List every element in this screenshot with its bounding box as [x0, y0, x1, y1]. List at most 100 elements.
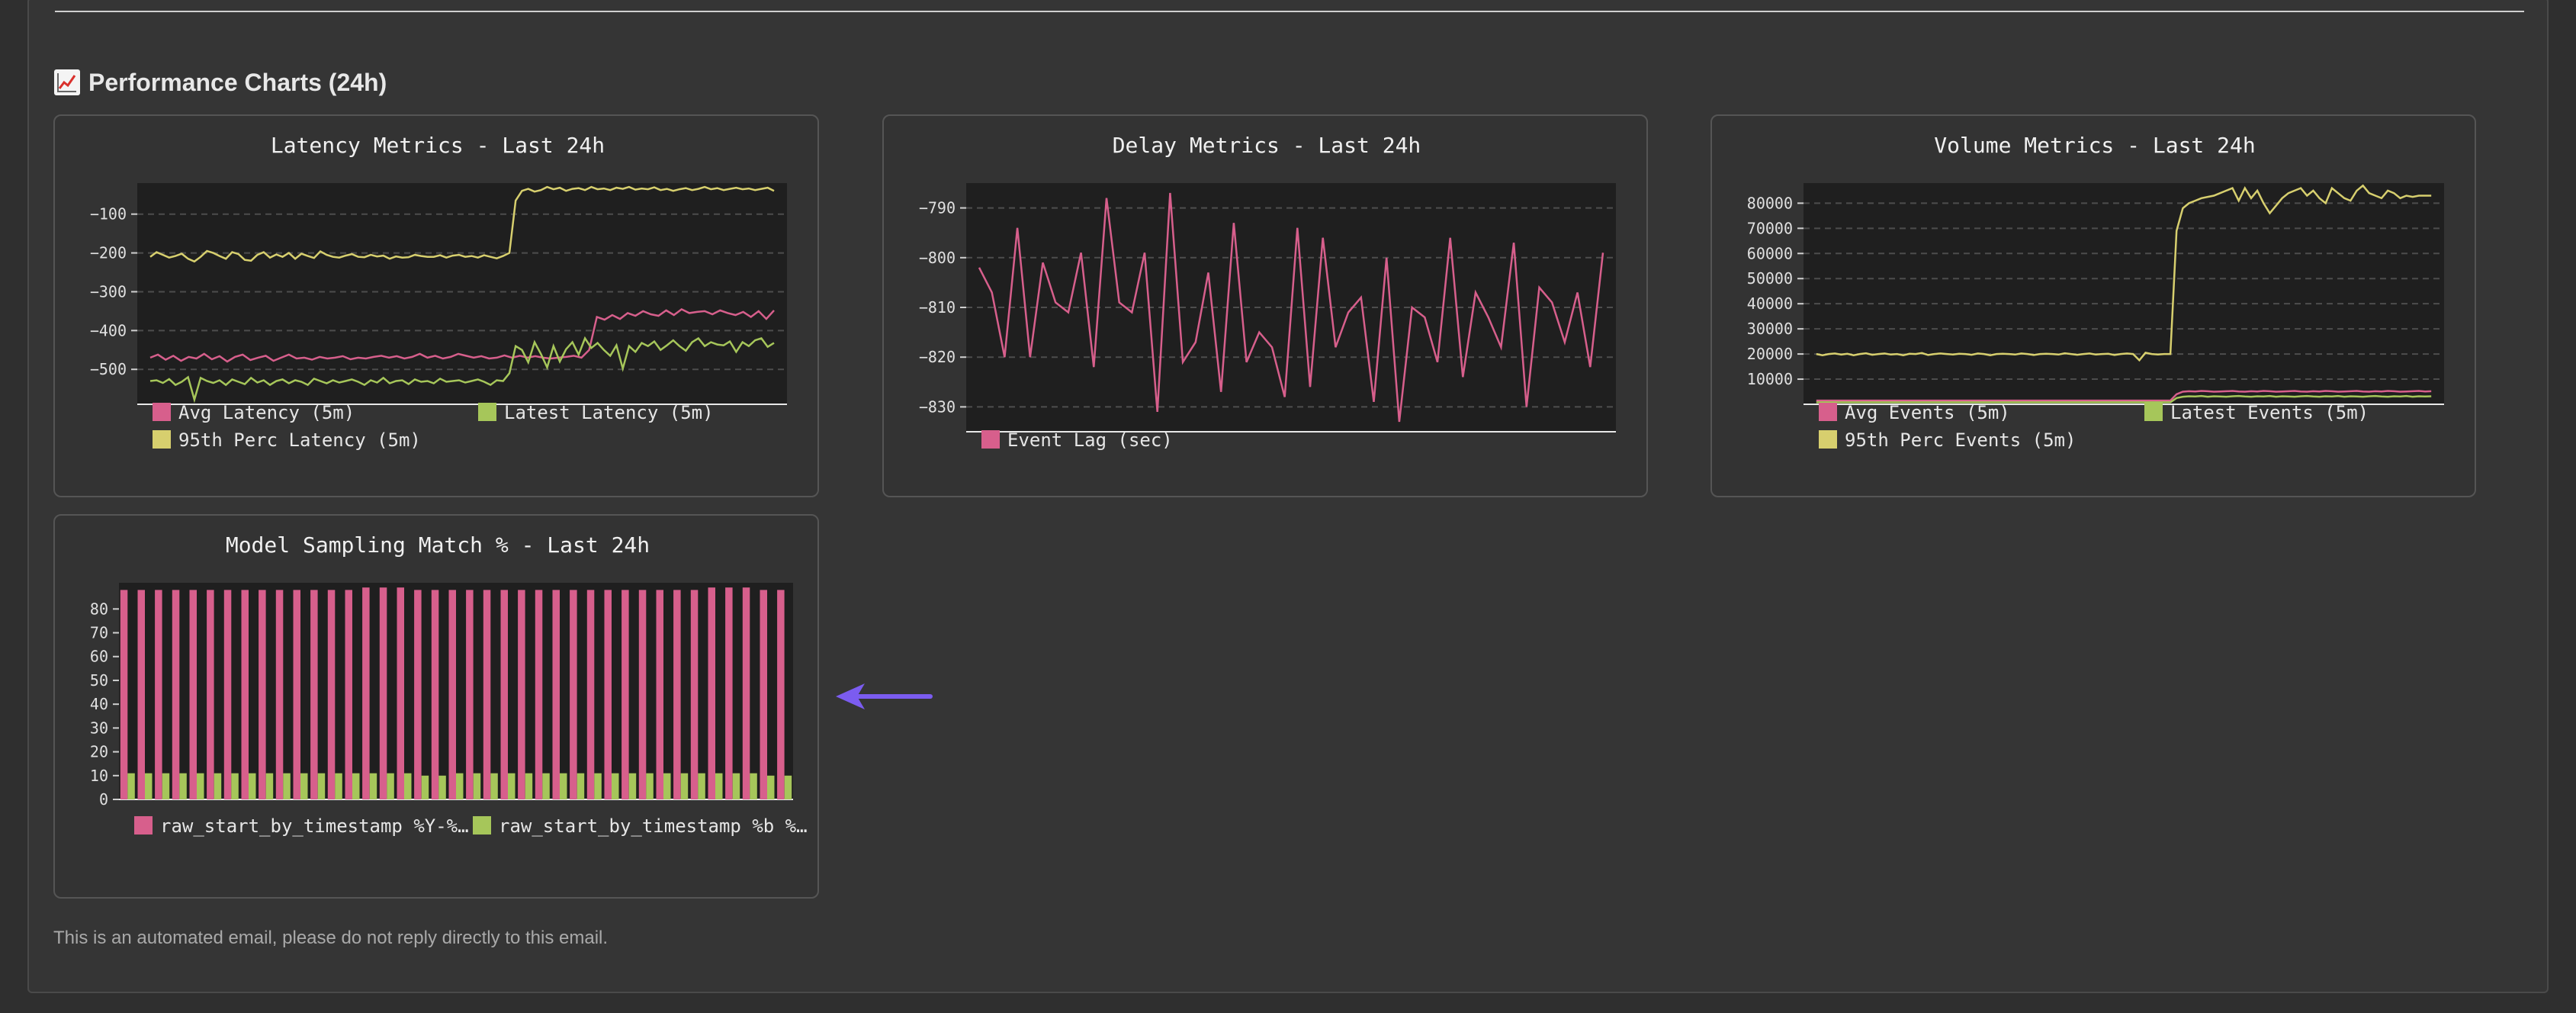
bar-1-26 [577, 773, 585, 799]
bar-0-26 [570, 590, 577, 799]
footer-note: This is an automated email, please do no… [53, 928, 609, 948]
bar-1-28 [612, 773, 619, 799]
latency-chart: Latency Metrics - Last 24h −100 −200 −300 −… [90, 133, 787, 451]
series-line-0 [978, 192, 1604, 423]
bar-1-22 [508, 773, 516, 799]
y-tick-label: 60000 [1747, 244, 1793, 262]
legend-swatch [981, 430, 1000, 449]
legend-item-2: 95th Perc Latency (5m) [153, 429, 421, 451]
legend-label: raw_start_by_timestamp %b %… [499, 815, 808, 837]
bar-1-12 [335, 773, 342, 799]
legend-item-0: Avg Events (5m) [1819, 402, 2010, 423]
volume-chart-card: Volume Metrics - Last 24h 10000 20000 3000… [1710, 114, 2476, 497]
legend-label: 95th Perc Latency (5m) [178, 429, 421, 451]
bar-0-6 [223, 590, 232, 799]
y-tick-label: 20000 [1747, 345, 1793, 363]
bar-1-31 [663, 773, 671, 799]
bar-0-1 [137, 590, 145, 799]
legend-label: 95th Perc Events (5m) [1845, 429, 2076, 451]
y-tick-label: 10000 [1747, 370, 1793, 388]
y-tick-label: 60 [90, 648, 108, 666]
bar-0-33 [690, 590, 699, 799]
bar-1-37 [767, 775, 775, 799]
series-line-0 [1816, 390, 2432, 402]
y-tick-label: 50 [90, 671, 108, 690]
bar-0-34 [708, 587, 715, 799]
bar-0-9 [275, 590, 284, 799]
bar-0-23 [518, 590, 525, 799]
chart-increasing-icon [54, 69, 80, 95]
bar-1-3 [179, 773, 187, 799]
y-tick-label: 70 [90, 624, 108, 642]
y-tick-label: −100 [90, 205, 127, 224]
bar-0-28 [604, 590, 612, 799]
bar-1-1 [145, 773, 153, 799]
legend-swatch [1819, 403, 1837, 421]
bar-0-12 [327, 590, 336, 799]
chart-title: Delay Metrics - Last 24h [1113, 133, 1421, 158]
series-line-1 [1816, 394, 2432, 404]
bar-1-6 [231, 773, 239, 799]
bar-1-33 [698, 773, 705, 799]
volume-chart: Volume Metrics - Last 24h 10000 20000 3000… [1747, 133, 2444, 451]
section-title-text: Performance Charts (24h) [88, 68, 387, 96]
y-tick-label: 0 [99, 790, 108, 809]
y-tick-label: 80000 [1747, 194, 1793, 212]
bar-0-2 [155, 590, 162, 799]
bar-1-35 [732, 773, 740, 799]
y-tick-label: −830 [919, 397, 956, 416]
bar-1-8 [265, 773, 274, 799]
legend-item-1: Latest Latency (5m) [478, 402, 714, 423]
series-line-2 [1816, 184, 2432, 362]
sampling-chart: Model Sampling Match % - Last 24h 0 10 20 3… [90, 532, 808, 837]
bar-0-36 [742, 587, 750, 799]
bar-0-10 [293, 590, 300, 799]
y-tick-label: −400 [90, 321, 127, 339]
legend-swatch [473, 816, 491, 835]
bar-0-24 [535, 590, 543, 799]
series-line-1 [149, 336, 775, 404]
chart-title: Volume Metrics - Last 24h [1934, 133, 2255, 158]
bar-0-15 [379, 587, 387, 799]
bar-1-9 [283, 773, 291, 799]
bar-1-25 [560, 773, 567, 799]
legend-item-1: Latest Events (5m) [2144, 402, 2369, 423]
series-line-0 [149, 307, 775, 363]
plot-area [1804, 183, 2444, 404]
y-tick-label: 30000 [1747, 320, 1793, 338]
legend-label: Avg Latency (5m) [178, 402, 355, 423]
y-tick-label: −810 [919, 298, 956, 317]
legend-label: Event Lag (sec) [1007, 429, 1173, 451]
pointer-arrow-icon [836, 683, 933, 709]
bar-1-13 [352, 773, 360, 799]
bar-0-20 [466, 590, 474, 799]
sampling-chart-card: Model Sampling Match % - Last 24h 0 10 20 3… [53, 514, 819, 899]
bar-1-24 [542, 773, 550, 799]
legend-label: raw_start_by_timestamp %Y-%… [160, 815, 469, 837]
bar-0-37 [760, 590, 767, 799]
bar-1-20 [473, 773, 481, 799]
bar-0-27 [586, 590, 595, 799]
y-tick-label: 30 [90, 719, 108, 737]
bar-1-36 [750, 773, 757, 799]
divider [55, 11, 2524, 12]
legend-item-0: Avg Latency (5m) [153, 402, 355, 423]
legend-item-1: raw_start_by_timestamp %b %… [473, 815, 808, 837]
bar-1-34 [715, 773, 723, 799]
bar-1-29 [628, 773, 637, 799]
bar-0-31 [656, 590, 663, 799]
bar-0-19 [448, 590, 456, 799]
bar-0-29 [622, 590, 629, 799]
bar-0-7 [241, 590, 249, 799]
delay-chart: Delay Metrics - Last 24h −790 −800 −810 −82… [919, 133, 1616, 451]
legend-swatch [1819, 430, 1837, 449]
bar-0-38 [777, 590, 785, 799]
legend-item-0: raw_start_by_timestamp %Y-%… [134, 815, 469, 837]
legend-label: Latest Events (5m) [2170, 402, 2369, 423]
bar-0-0 [120, 590, 128, 799]
bar-0-35 [725, 587, 733, 799]
bar-0-30 [638, 590, 647, 799]
bar-1-17 [421, 775, 429, 799]
y-tick-label: 20 [90, 743, 108, 761]
bar-1-21 [490, 773, 498, 799]
